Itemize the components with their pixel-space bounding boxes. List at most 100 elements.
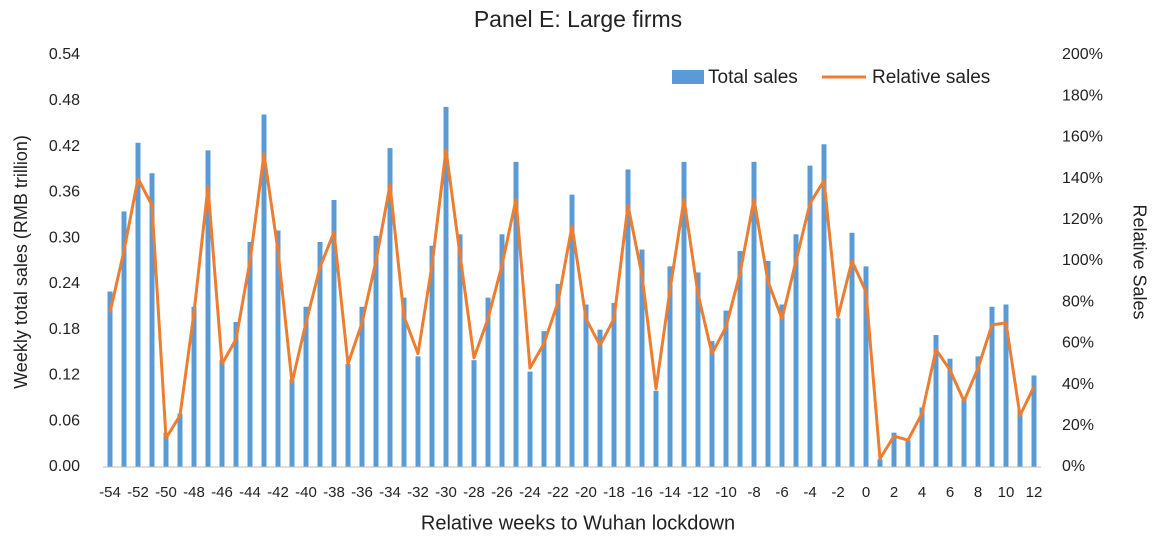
bar [485,297,491,467]
bar [583,304,589,467]
bar [499,234,505,467]
bar [849,232,855,467]
bar [233,322,239,467]
y2-tick-label: 80% [1062,293,1094,310]
x-tick-label: -42 [267,484,289,501]
x-tick-label: -8 [747,484,760,501]
bar [471,360,477,467]
bar [863,266,869,467]
bar [107,291,113,467]
y2-tick-label: 200% [1062,46,1103,63]
x-tick-label: 10 [998,484,1015,501]
bar [289,379,295,467]
bar [989,306,995,467]
y2-axis-title: Relative Sales [1129,204,1149,319]
bar [261,114,267,467]
bar [317,241,323,467]
x-tick-label: 0 [862,484,870,501]
bar [513,161,519,467]
bar [443,106,449,468]
y2-tick-label: 60% [1062,335,1094,352]
x-tick-label: -44 [239,484,261,501]
x-tick-label: 4 [918,484,926,501]
x-tick-label: -26 [491,484,513,501]
bar [779,304,785,467]
x-tick-label: -4 [803,484,816,501]
bar [359,306,365,467]
x-tick-label: 6 [946,484,954,501]
bar [373,235,379,467]
y2-tick-label: 100% [1062,252,1103,269]
x-tick-label: -36 [351,484,373,501]
legend-label: Relative sales [872,67,990,88]
x-tick-label: -28 [463,484,485,501]
y2-tick-label: 20% [1062,417,1094,434]
y2-tick-label: 0% [1062,458,1085,475]
bar [401,297,407,467]
y-tick-label: 0.48 [49,92,80,109]
bar [429,245,435,467]
bar [555,283,561,467]
bar [653,390,659,467]
bar [611,302,617,467]
y-tick-label: 0.12 [49,367,80,384]
bar [457,234,463,467]
legend-swatch [672,70,704,84]
x-tick-label: -10 [715,484,737,501]
bar [625,169,631,467]
bar [345,364,351,467]
x-tick-label: -38 [323,484,345,501]
bar [905,440,911,467]
x-tick-label: -14 [659,484,681,501]
x-tick-label: -30 [435,484,457,501]
bar [1031,375,1037,467]
bar [877,459,883,467]
line [108,148,1036,461]
bar [569,194,575,467]
bar [121,211,127,467]
bar [149,173,155,467]
bar [1003,304,1009,467]
bar [597,329,603,467]
x-tick-label: -52 [127,484,149,501]
x-tick-label: -24 [519,484,541,501]
x-tick-label: -6 [775,484,788,501]
bar [961,398,967,467]
y2-tick-label: 160% [1062,129,1103,146]
x-tick-label: 8 [974,484,982,501]
x-tick-label: -48 [183,484,205,501]
x-tick-label: -16 [631,484,653,501]
bar [695,272,701,467]
bar [247,241,253,467]
y2-tick-label: 180% [1062,87,1103,104]
bar [541,331,547,467]
y2-tick-label: 120% [1062,211,1103,228]
x-tick-label: -34 [379,484,401,501]
x-tick-label: -46 [211,484,233,501]
bar [387,148,393,467]
bar [807,165,813,467]
bar [751,161,757,467]
chart-title: Panel E: Large firms [474,6,682,32]
legend-label: Total sales [708,67,798,88]
bar [177,413,183,467]
y-tick-label: 0.54 [49,46,80,63]
x-tick-label: -12 [687,484,709,501]
bar [975,356,981,467]
bar [639,249,645,467]
y-axis-title: Weekly total sales (RMB trillion) [11,135,31,389]
bar [723,310,729,467]
bar [947,358,953,467]
y-tick-label: 0.24 [49,275,80,292]
y-tick-label: 0.00 [49,458,80,475]
y-tick-label: 0.36 [49,184,80,201]
bar [737,251,743,467]
bar [681,161,687,467]
x-tick-label: 2 [890,484,898,501]
bar [219,360,225,467]
bar [135,142,141,468]
bar [331,199,337,468]
bar [1017,409,1023,467]
y2-tick-label: 140% [1062,170,1103,187]
